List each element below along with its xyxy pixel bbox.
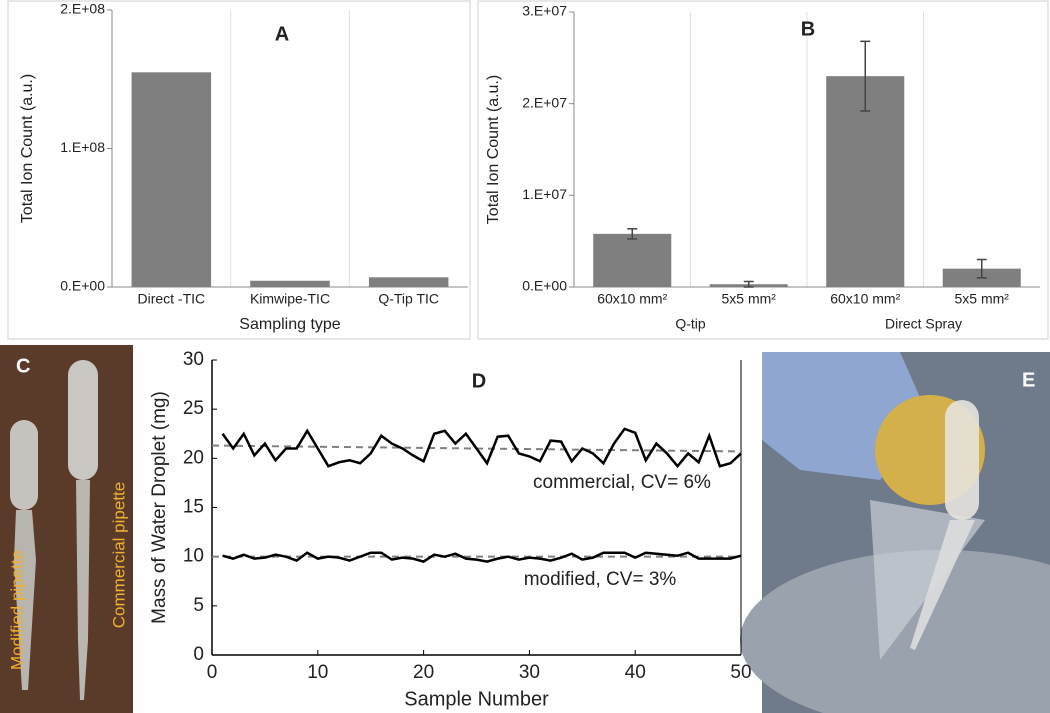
x-tick-label: Direct -TIC <box>137 291 205 307</box>
x-tick-label: 5x5 mm² <box>955 291 1010 307</box>
photo-c: C Modified pipette Commercial pipette <box>0 345 133 713</box>
pipette-bulb <box>10 420 38 510</box>
x-tick-label: Kimwipe-TIC <box>250 291 330 307</box>
y-tick-label: 3.E+07 <box>522 3 567 19</box>
y-tick-label: 2.E+08 <box>60 1 105 17</box>
x-tick-label: 50 <box>730 662 751 683</box>
annotation: commercial, CV= 6% <box>533 472 711 493</box>
error-bar <box>976 258 987 279</box>
chart-title: D <box>472 370 486 392</box>
y-tick-label: 20 <box>183 447 204 468</box>
x-tick-label: 0 <box>207 662 218 683</box>
x-tick-label: 20 <box>413 662 434 683</box>
photo-annotation: Commercial pipette <box>109 482 128 628</box>
y-axis-label: Total Ion Count (a.u.) <box>19 74 36 223</box>
bar <box>368 277 449 287</box>
pipette <box>945 400 979 520</box>
pipette-bulb <box>68 360 98 480</box>
x-tick-label: 60x10 mm² <box>597 291 667 307</box>
error-bar <box>743 280 754 288</box>
x-tick-label: 10 <box>307 662 328 683</box>
data-line <box>221 427 742 469</box>
y-tick-label: 5 <box>193 595 204 616</box>
x-tick-label: 40 <box>625 662 646 683</box>
y-tick-label: 30 <box>183 349 204 370</box>
photo-annotation: Modified pipette <box>7 550 26 670</box>
pipette-tip <box>14 510 36 690</box>
x-axis-label: Sample Number <box>404 688 549 710</box>
panel-frame <box>477 0 1049 340</box>
x-tick-label: 5x5 mm² <box>722 291 777 307</box>
chart-title: B <box>801 18 815 40</box>
y-tick-label: 1.E+07 <box>522 186 567 202</box>
y-tick-label: 0.E+00 <box>60 278 105 294</box>
y-tick-label: 0 <box>193 644 204 665</box>
bar <box>593 233 672 287</box>
y-axis-label: Mass of Water Droplet (mg) <box>149 391 170 624</box>
panel-frame <box>7 0 471 340</box>
error-bar <box>627 228 638 240</box>
panel-label: C <box>16 355 30 377</box>
pipette-tip <box>910 520 975 650</box>
bar <box>131 72 212 287</box>
group-label: Q-tip <box>675 316 706 332</box>
chart-title: A <box>275 23 289 45</box>
error-bar <box>860 40 871 112</box>
y-axis-label: Total Ion Count (a.u.) <box>485 75 502 224</box>
x-tick-label: 60x10 mm² <box>830 291 900 307</box>
y-tick-label: 25 <box>183 398 204 419</box>
y-tick-label: 10 <box>183 546 204 567</box>
photo-e: E <box>740 352 1050 713</box>
y-tick-label: 15 <box>183 497 204 518</box>
x-tick-label: 30 <box>519 662 540 683</box>
y-tick-label: 0.E+00 <box>522 278 567 294</box>
y-tick-label: 1.E+08 <box>60 139 105 155</box>
x-axis-label: Sampling type <box>239 316 340 333</box>
x-tick-label: Q-Tip TIC <box>378 291 439 307</box>
group-label: Direct Spray <box>885 316 962 332</box>
annotation: modified, CV= 3% <box>524 569 677 590</box>
data-line <box>222 551 742 563</box>
pipette-stem <box>76 480 90 700</box>
bar <box>250 280 330 287</box>
panel-label: E <box>1022 369 1035 391</box>
y-tick-label: 2.E+07 <box>522 94 567 110</box>
